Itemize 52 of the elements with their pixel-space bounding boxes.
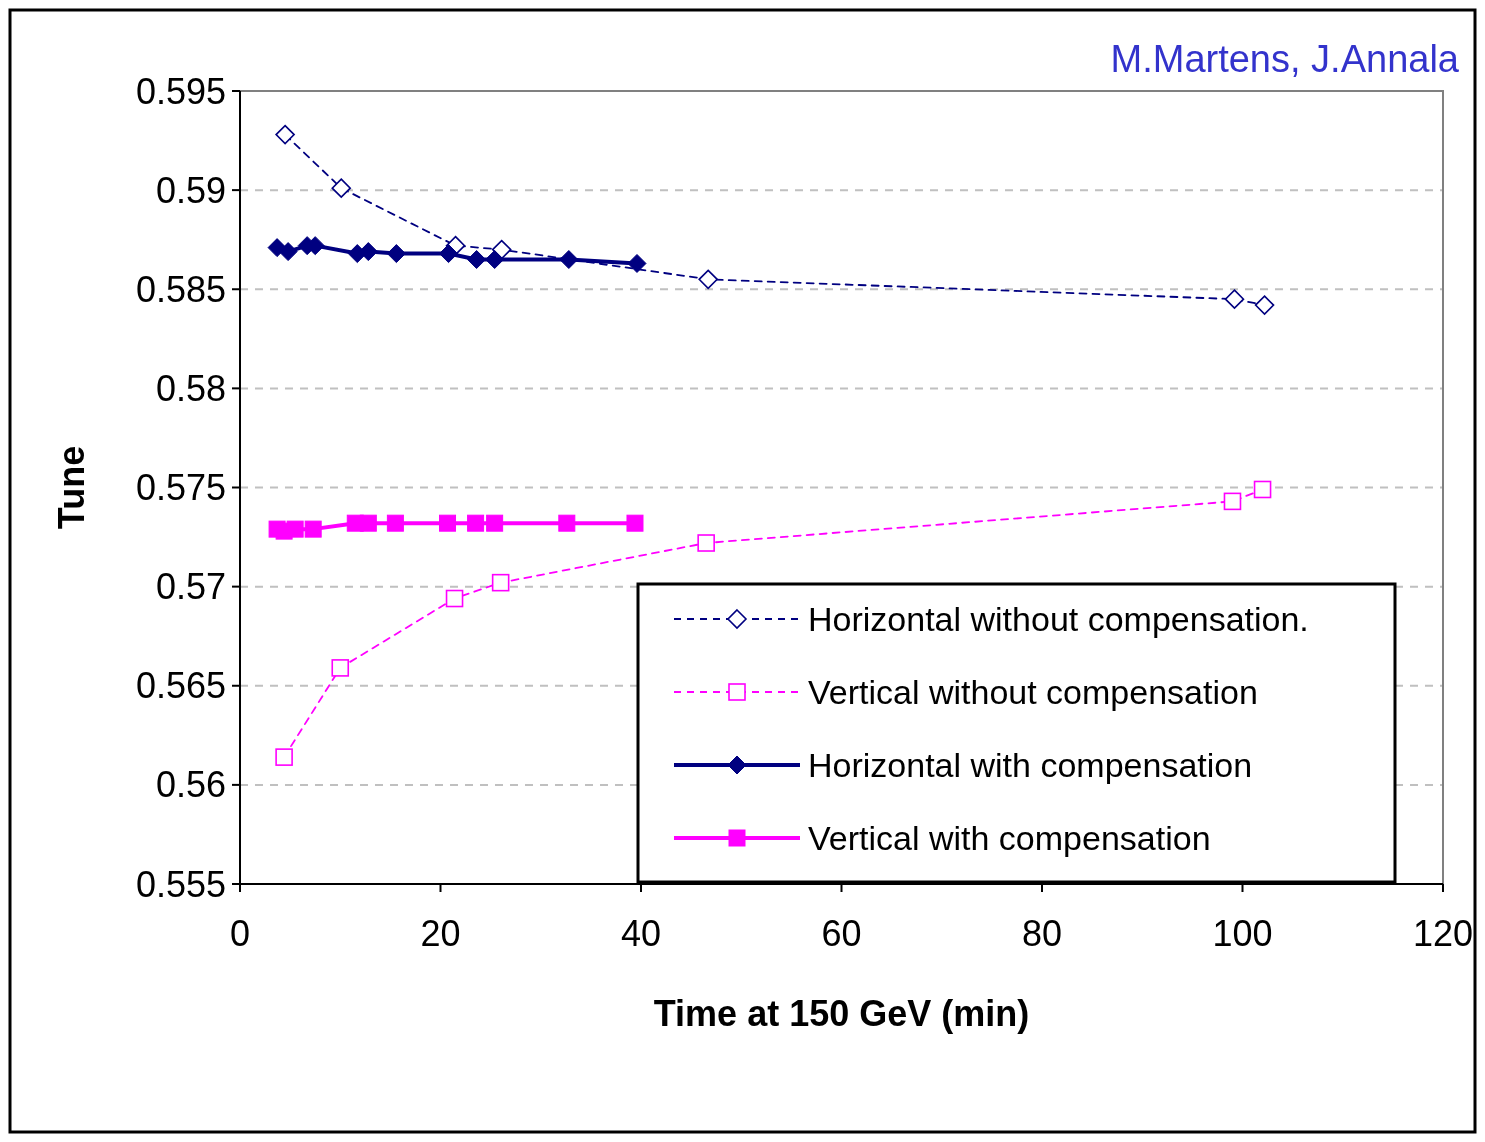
point xyxy=(386,244,406,264)
point xyxy=(331,178,352,198)
y-tick-label: 0.585 xyxy=(135,268,226,310)
point xyxy=(485,250,505,270)
point xyxy=(627,253,647,273)
x-tick-label: 0 xyxy=(229,913,251,954)
point xyxy=(467,250,487,270)
y-tick-label: 0.575 xyxy=(135,467,226,509)
legend-label: Horizontal with compensation xyxy=(808,745,1253,784)
x-tick-label: 40 xyxy=(620,913,662,954)
point xyxy=(275,748,293,766)
y-tick-label: 0.57 xyxy=(155,566,226,608)
point xyxy=(491,573,510,592)
y-tick-label: 0.56 xyxy=(155,764,226,806)
x-tick-label: 80 xyxy=(1021,913,1063,954)
y-tick-label: 0.555 xyxy=(135,863,226,905)
legend-label: Vertical with compensation xyxy=(808,818,1211,857)
point xyxy=(359,514,377,532)
point xyxy=(698,269,718,290)
y-tick-label: 0.59 xyxy=(155,169,226,211)
point xyxy=(1253,480,1272,499)
y-tick-label: 0.595 xyxy=(135,70,226,112)
point xyxy=(559,250,579,270)
y-tick-label: 0.58 xyxy=(155,367,226,409)
point xyxy=(275,124,295,145)
point xyxy=(1254,295,1275,315)
point xyxy=(278,242,298,262)
point xyxy=(439,244,459,264)
point xyxy=(1223,492,1242,511)
point xyxy=(286,520,304,538)
point xyxy=(304,520,322,538)
point xyxy=(1224,289,1245,309)
y-axis-title: Tune xyxy=(51,445,92,530)
point xyxy=(439,514,457,532)
x-tick-label: 60 xyxy=(821,913,862,954)
point xyxy=(358,242,378,262)
x-axis-title: Time at 150 GeV (min) xyxy=(653,993,1030,1034)
point xyxy=(445,589,464,608)
x-tick-label: 120 xyxy=(1412,913,1474,954)
x-tick-label: 20 xyxy=(420,913,461,954)
point xyxy=(626,514,644,532)
legend-label: Horizontal without compensation. xyxy=(808,599,1309,638)
point xyxy=(558,514,576,532)
point xyxy=(467,514,485,532)
legend-label: Vertical without compensation xyxy=(808,672,1258,711)
x-tick-label: 100 xyxy=(1212,913,1273,954)
y-tick-label: 0.565 xyxy=(135,665,226,707)
point xyxy=(697,534,715,552)
text: M.Martens, J.Annala xyxy=(1110,38,1460,80)
point xyxy=(386,514,404,532)
point xyxy=(331,659,350,677)
point xyxy=(486,514,504,532)
